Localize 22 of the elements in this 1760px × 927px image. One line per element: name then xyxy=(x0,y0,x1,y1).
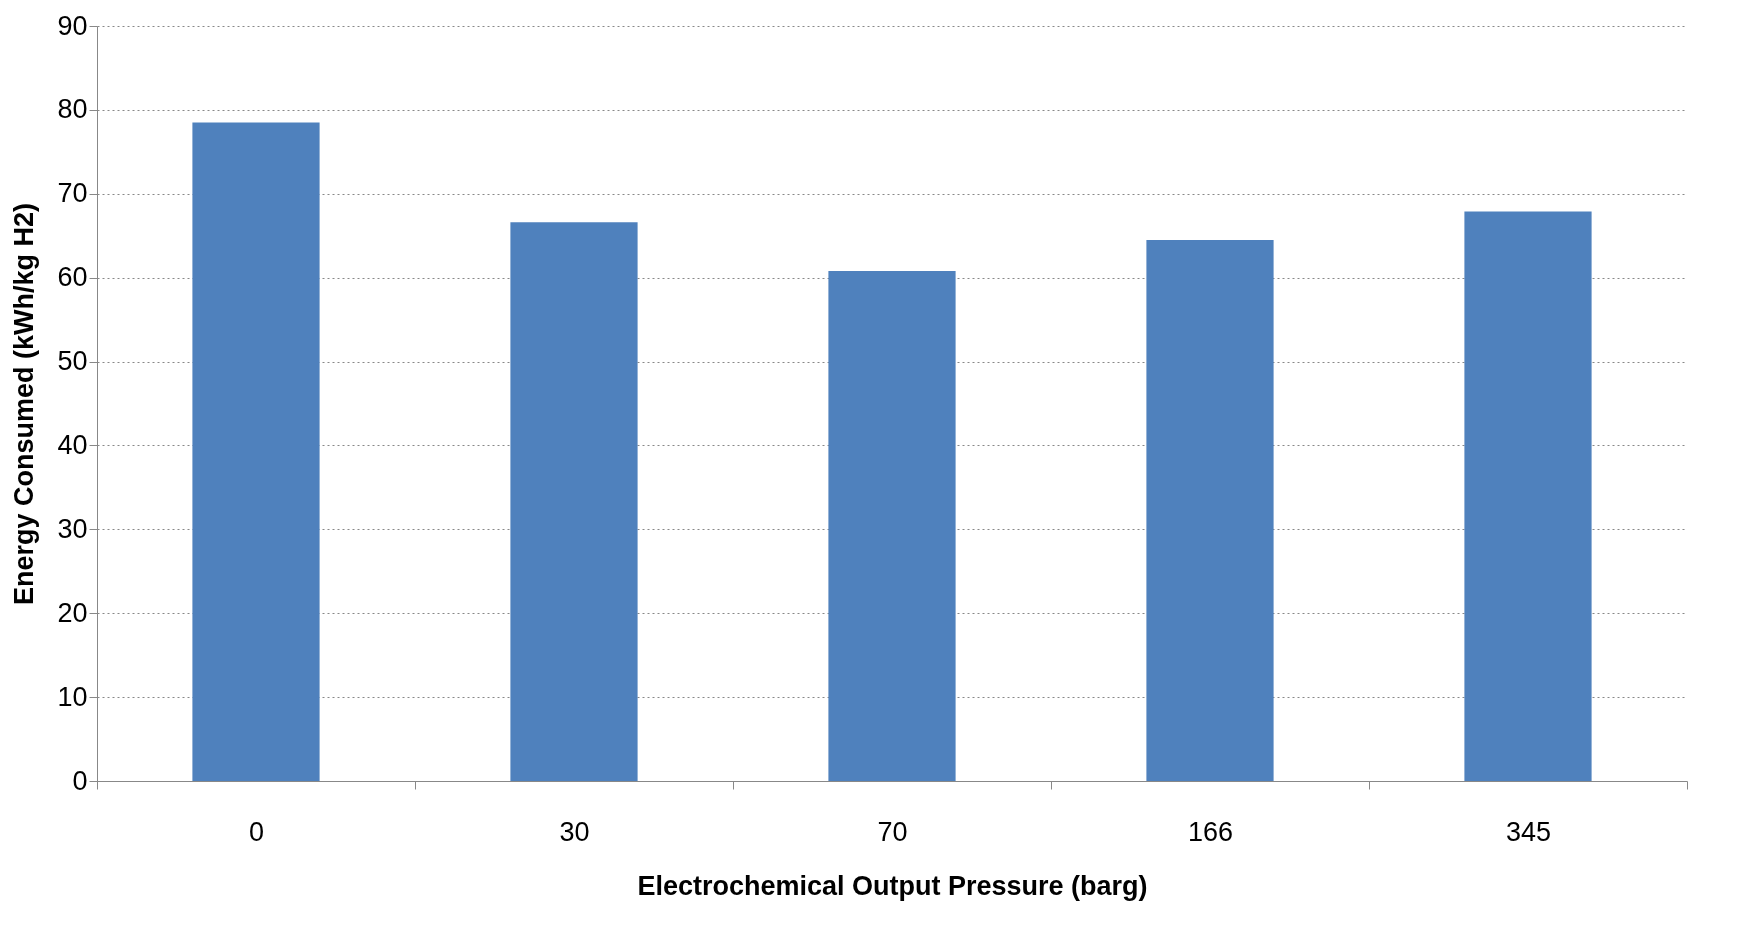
y-tick-label: 40 xyxy=(57,429,88,460)
y-tick-label: 10 xyxy=(57,681,88,712)
x-tick-label: 0 xyxy=(248,816,265,847)
x-axis-title: Electrochemical Output Pressure (barg) xyxy=(637,870,1148,901)
bar xyxy=(192,122,320,781)
y-tick-label: 0 xyxy=(72,765,88,796)
y-tick-label: 70 xyxy=(57,178,88,209)
bar xyxy=(1146,239,1274,781)
y-tick-label: 50 xyxy=(57,346,88,377)
bar xyxy=(828,270,956,781)
x-tick-label: 30 xyxy=(559,816,590,847)
x-tick-label: 70 xyxy=(877,816,908,847)
bar xyxy=(510,222,638,781)
x-tick-label: 345 xyxy=(1505,816,1552,847)
y-tick-label: 60 xyxy=(57,262,88,293)
y-tick-label: 20 xyxy=(57,597,88,628)
y-tick-label: 80 xyxy=(57,94,88,125)
y-tick-label: 30 xyxy=(57,513,88,544)
x-tick-label: 166 xyxy=(1187,816,1234,847)
bar xyxy=(1464,211,1592,781)
y-axis-title: Energy Consumed (kWh/kg H2) xyxy=(9,202,40,606)
y-tick-label: 90 xyxy=(57,10,88,41)
